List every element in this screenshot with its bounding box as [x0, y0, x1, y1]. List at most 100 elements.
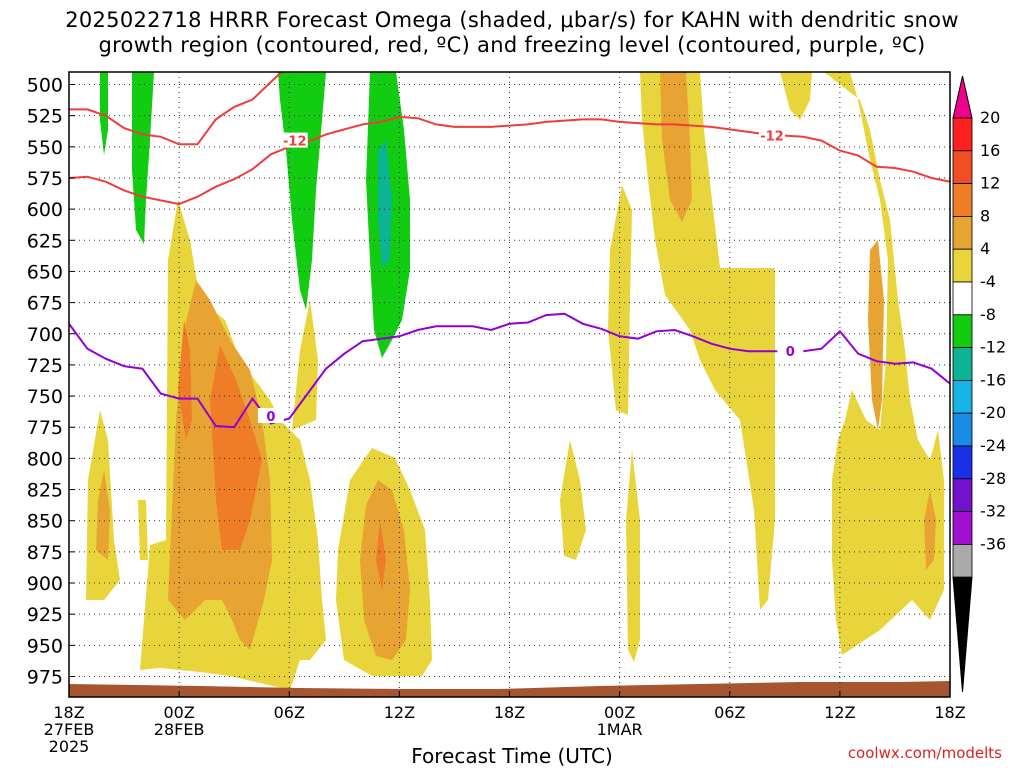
y-tick-label: 675	[27, 293, 63, 315]
colorbar-bottom-arrow	[952, 576, 973, 693]
colorbar-top-arrow	[952, 75, 973, 119]
y-tick-label: 600	[27, 199, 63, 221]
credit-link[interactable]: coolwx.com/modelts	[847, 744, 1002, 762]
colorbar-swatch	[952, 248, 973, 283]
omega-neg-8-region-1	[378, 140, 392, 268]
colorbar-level-label: 4	[980, 239, 990, 258]
gridlines	[69, 72, 950, 697]
colorbar-swatch	[952, 281, 973, 316]
colorbar-level-label: -32	[980, 502, 1006, 521]
colorbar-swatch	[952, 183, 973, 217]
y-tick-label: 725	[27, 355, 63, 377]
y-tick-label: 650	[27, 261, 63, 283]
plot-area: -12 -12 0 0	[69, 72, 950, 697]
x-tick-label: 18Z	[494, 703, 525, 722]
x-tick-label: 27FEB	[44, 720, 95, 739]
colorbar-swatch	[952, 379, 973, 414]
y-tick-label: 575	[27, 168, 63, 190]
y-tick-label: 900	[27, 573, 63, 595]
y-tick-label: 625	[27, 230, 63, 252]
dgz-label-right-bg	[758, 127, 785, 143]
colorbar-swatch	[952, 511, 973, 545]
colorbar-swatch	[952, 478, 973, 512]
omega-pos-8-region-5	[868, 240, 884, 430]
x-tick-label: 18Z	[934, 703, 965, 722]
colorbar-level-label: -4	[980, 272, 996, 291]
omega-neg-4-region-2	[132, 72, 154, 244]
omega-pos-12-region-2	[210, 345, 262, 550]
y-tick-label: 850	[27, 511, 63, 533]
omega-pos-8-region-3	[96, 470, 110, 560]
colorbar-level-label: -36	[980, 534, 1006, 553]
y-tick-label: 525	[27, 106, 63, 128]
y-tick-label: 750	[27, 386, 63, 408]
omega-pos-12-region-1	[178, 320, 192, 440]
omega-pos-4-region-2	[138, 500, 148, 560]
colorbar-level-label: -28	[980, 469, 1006, 488]
x-tick-label: 12Z	[824, 703, 855, 722]
colorbar-swatch	[952, 347, 973, 381]
y-tick-label: 700	[27, 324, 63, 346]
dgz-upper-contour	[69, 72, 283, 146]
omega-pos-12-region-3	[376, 520, 386, 590]
omega-pos-4-region-6	[560, 440, 586, 560]
x-tick-label: 12Z	[384, 703, 415, 722]
omega-pos-8-region-1	[660, 72, 692, 222]
colorbar-swatch	[952, 314, 973, 348]
y-tick-label: 925	[27, 604, 63, 626]
y-tick-label: 950	[27, 635, 63, 657]
omega-pos-8-region-4	[360, 480, 410, 660]
colorbar-level-label: 12	[980, 174, 1000, 193]
omega-pos-4-region-9	[640, 72, 775, 610]
omega-pos-4-region-11	[824, 72, 944, 655]
colorbar-swatch	[952, 412, 973, 447]
x-tick-label: 2025	[49, 737, 90, 756]
colorbar-level-label: -16	[980, 370, 1006, 389]
colorbar-swatch	[952, 544, 973, 578]
y-tick-label: 875	[27, 542, 63, 564]
colorbar-level-label: -24	[980, 436, 1006, 455]
colorbar-level-label: -20	[980, 403, 1006, 422]
x-tick-label: 06Z	[274, 703, 305, 722]
chart-title-line-2: growth region (contoured, red, ºC) and f…	[98, 33, 926, 57]
omega-neg-4-region-3	[278, 72, 326, 310]
dgz-minus12-contour	[69, 115, 950, 206]
x-tick-label: 28FEB	[154, 720, 205, 739]
x-tick-label: 00Z	[163, 703, 194, 722]
x-tick-label: 1MAR	[597, 720, 643, 739]
colorbar-level-label: -12	[980, 338, 1006, 357]
colorbar-swatch	[952, 215, 973, 250]
dgz-label-left-bg	[281, 132, 308, 148]
freezing-label-left: 0	[266, 410, 275, 425]
y-tick-label: 800	[27, 448, 63, 470]
colorbar-swatch	[952, 150, 973, 185]
colorbar-swatch	[952, 117, 973, 152]
dgz-label-left: -12	[283, 135, 307, 150]
x-tick-label: 18Z	[53, 703, 84, 722]
omega-pos-8-region-6	[924, 490, 936, 570]
x-tick-label: 00Z	[604, 703, 635, 722]
colorbar-swatch	[952, 445, 973, 480]
y-tick-label: 500	[27, 75, 63, 97]
omega-neg-4-region-1	[100, 72, 108, 155]
freezing-label-left-bg	[257, 408, 284, 424]
dgz-label-right: -12	[760, 130, 784, 145]
x-axis-label: Forecast Time (UTC)	[411, 744, 613, 768]
colorbar-level-label: 16	[980, 141, 1000, 160]
y-tick-label: 975	[27, 667, 63, 689]
y-tick-label: 550	[27, 137, 63, 159]
y-tick-label: 825	[27, 480, 63, 502]
colorbar-level-label: 8	[980, 206, 990, 225]
freezing-label-right: 0	[786, 345, 795, 360]
freezing-label-right-bg	[777, 343, 804, 359]
colorbar-level-label: -8	[980, 305, 996, 324]
x-tick-label: 06Z	[714, 703, 745, 722]
colorbar-level-label: 20	[980, 108, 1000, 127]
y-tick-label: 775	[27, 417, 63, 439]
colorbar: 20 16 12 8 4 -4 -8 -12 -16 -20 -24 -28 -32 -36	[952, 75, 1006, 693]
omega-pos-4-region-7	[608, 185, 632, 415]
omega-pos-4-region-8	[626, 450, 640, 662]
chart-title-line-1: 2025022718 HRRR Forecast Omega (shaded, …	[65, 8, 959, 32]
omega-pos-4-region-10	[780, 72, 812, 120]
